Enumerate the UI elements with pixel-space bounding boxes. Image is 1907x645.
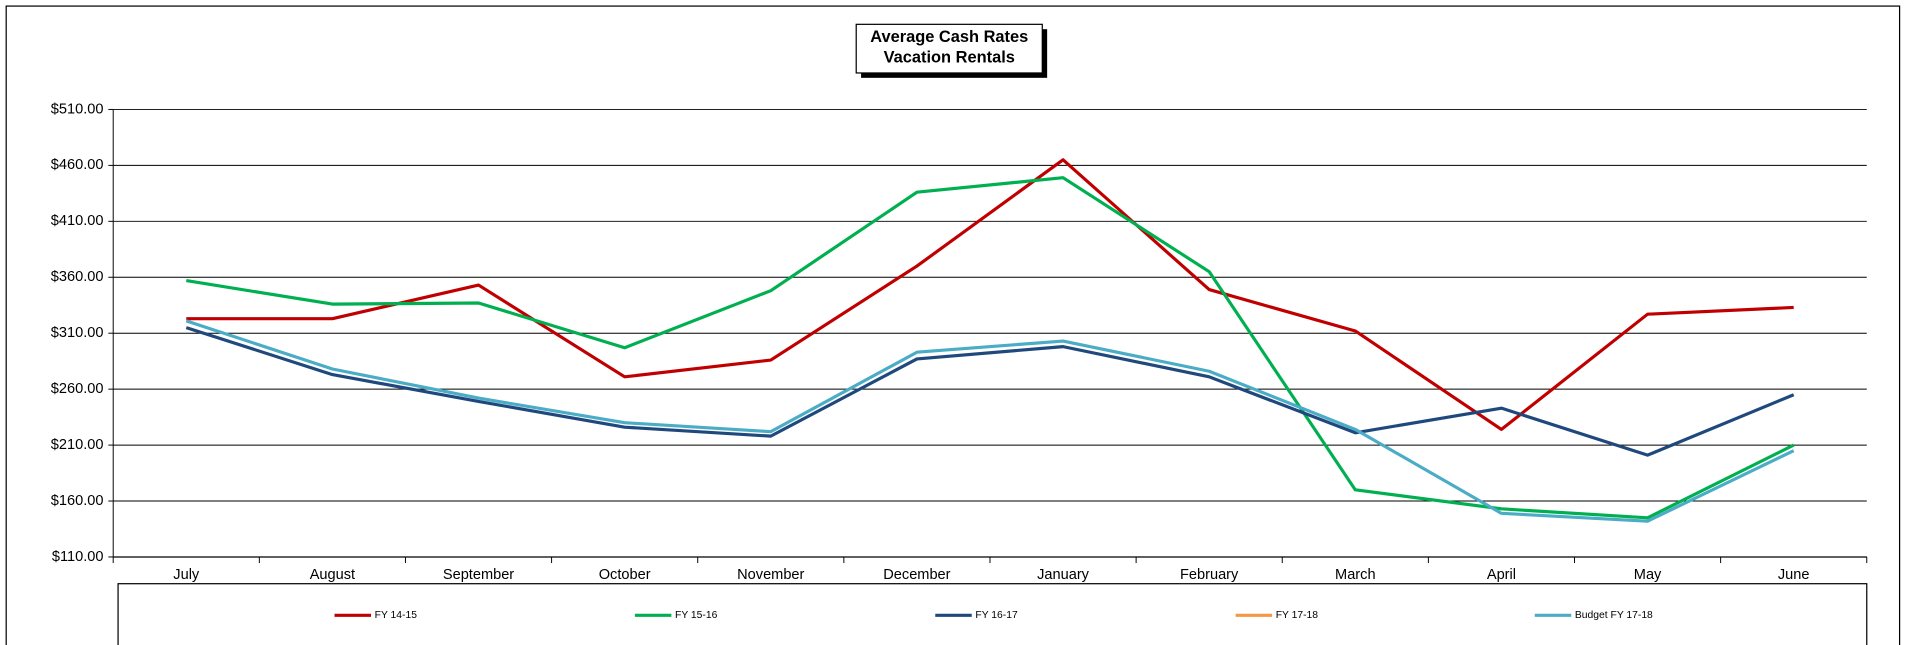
x-tick-label: June — [1778, 567, 1810, 583]
x-tick-label: August — [310, 567, 355, 583]
y-tick-label: $210.00 — [51, 437, 104, 453]
x-tick-label: July — [173, 567, 200, 583]
x-tick-label: April — [1487, 567, 1516, 583]
legend-label: FY 15-16 — [675, 610, 718, 621]
chart-border — [5, 5, 1901, 645]
legend-label: Budget FY 17-18 — [1575, 610, 1653, 621]
x-tick-label: January — [1037, 567, 1090, 583]
x-tick-label: May — [1634, 567, 1662, 583]
x-tick-label: December — [883, 567, 950, 583]
title-box — [855, 23, 1043, 74]
x-tick-label: March — [1335, 567, 1376, 583]
legend-label: FY 14-15 — [375, 610, 418, 621]
y-tick-label: $260.00 — [51, 381, 104, 397]
y-tick-label: $460.00 — [51, 157, 104, 173]
legend-label: FY 16-17 — [975, 610, 1018, 621]
x-tick-label: September — [443, 567, 514, 583]
y-tick-label: $110.00 — [52, 549, 104, 565]
series-line — [186, 176, 1795, 520]
x-tick-label: October — [599, 567, 651, 583]
series-line — [185, 326, 1795, 457]
x-tick-label: February — [1180, 567, 1239, 583]
legend-box — [117, 583, 1868, 645]
series-line — [186, 158, 1794, 431]
y-tick-label: $410.00 — [51, 213, 104, 229]
chart-subtitle: Vacation Rentals — [884, 49, 1015, 67]
y-tick-label: $510.00 — [51, 101, 104, 117]
y-tick-label: $310.00 — [51, 325, 104, 341]
legend-label: FY 17-18 — [1276, 610, 1319, 621]
y-tick-label: $160.00 — [51, 493, 104, 509]
series-line — [185, 319, 1795, 523]
chart-title: Average Cash Rates — [870, 28, 1028, 46]
x-tick-label: November — [737, 567, 804, 583]
y-tick-label: $360.00 — [51, 269, 104, 285]
